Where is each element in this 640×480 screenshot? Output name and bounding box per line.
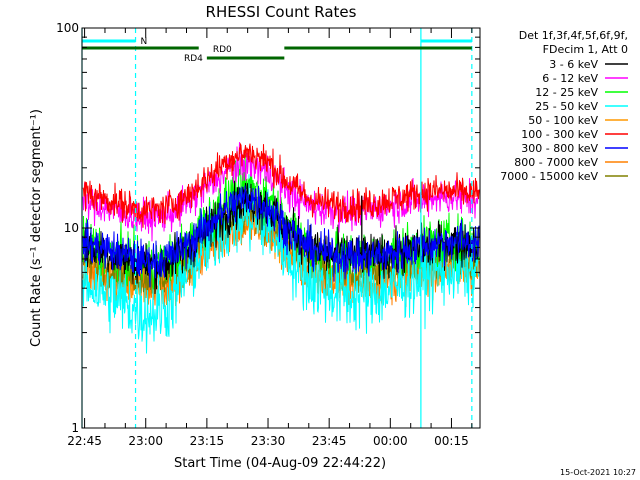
- date-stamp: 15-Oct-2021 10:27: [560, 468, 636, 477]
- y-axis-label: Count Rate (s⁻¹ detector segment⁻¹): [29, 109, 44, 347]
- y-tick-label: 1: [71, 421, 79, 435]
- chart-title: RHESSI Count Rates: [206, 3, 357, 21]
- night-label: N: [141, 37, 148, 47]
- x-axis-label: Start Time (04-Aug-09 22:44:22): [174, 456, 386, 471]
- x-tick-label: 23:45: [312, 434, 347, 448]
- x-tick-label: 23:30: [251, 434, 286, 448]
- legend-label: 7000 - 15000 keV: [500, 170, 598, 183]
- legend-label: 100 - 300 keV: [521, 128, 598, 141]
- x-tick-label: 00:15: [434, 434, 469, 448]
- legend-label: 800 - 7000 keV: [514, 156, 598, 169]
- x-tick-label: 00:00: [373, 434, 408, 448]
- series-line-100-300-kev: [82, 142, 480, 228]
- x-tick-label: 23:00: [128, 434, 163, 448]
- legend: Det 1f,3f,4f,5f,6f,9f, FDecim 1, Att 0 3…: [500, 29, 628, 183]
- legend-label: 12 - 25 keV: [535, 86, 598, 99]
- y-tick-label: 100: [56, 21, 79, 35]
- legend-label: 300 - 800 keV: [521, 142, 598, 155]
- legend-label: 6 - 12 keV: [542, 72, 598, 85]
- x-tick-label: 23:15: [190, 434, 225, 448]
- plot-area: N RD0 RD4 1 10 100 22:45 23:00 23:15 23:30 23:45 0…: [56, 21, 481, 448]
- legend-header-line-1: Det 1f,3f,4f,5f,6f,9f,: [519, 29, 628, 42]
- legend-label: 3 - 6 keV: [549, 58, 598, 71]
- x-tick-label: 22:45: [67, 434, 102, 448]
- rd4-label: RD4: [184, 54, 203, 64]
- y-tick-label: 10: [64, 221, 79, 235]
- legend-label: 25 - 50 keV: [535, 100, 598, 113]
- legend-header-line-2: FDecim 1, Att 0: [543, 43, 628, 56]
- series-layer: [82, 142, 480, 354]
- rd0-label: RD0: [213, 45, 232, 55]
- axis-layer: 1 10 100 22:45 23:00 23:15 23:30 23:45 00:00 00:1…: [56, 21, 480, 448]
- series-line-300-800-kev: [82, 185, 480, 288]
- legend-label: 50 - 100 keV: [528, 114, 598, 127]
